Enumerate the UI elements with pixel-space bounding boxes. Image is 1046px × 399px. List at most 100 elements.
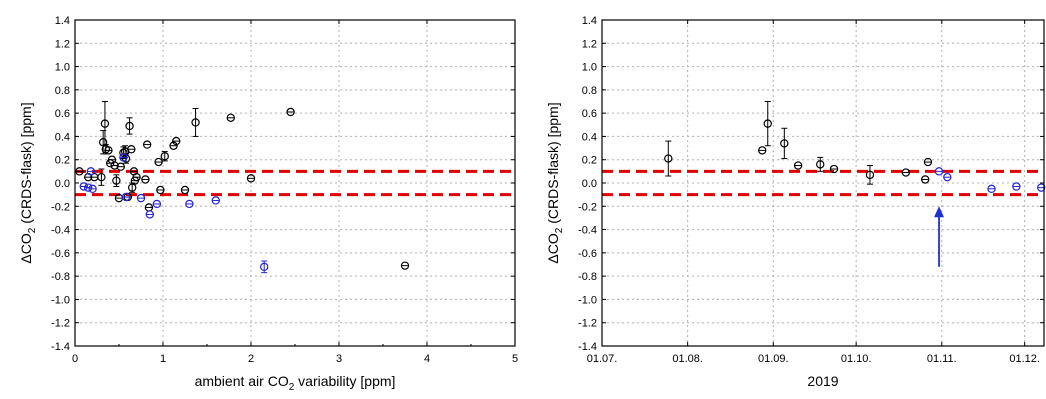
left-ytick-label: 0.4 bbox=[55, 131, 70, 143]
right-point-series-0 bbox=[664, 154, 673, 163]
right-point-series-0 bbox=[829, 164, 839, 174]
left-point-series-1 bbox=[119, 153, 128, 162]
right-ytick-label: 0.2 bbox=[582, 155, 597, 167]
left-point-series-0 bbox=[180, 185, 190, 195]
right-ytick-label: 0.8 bbox=[582, 85, 597, 97]
right-xtick-label: 01.08. bbox=[672, 353, 703, 365]
left-plot-frame bbox=[74, 19, 516, 347]
right-point-series-0 bbox=[923, 157, 933, 167]
left-ytick-label: 0.2 bbox=[55, 155, 70, 167]
left-point-series-0 bbox=[246, 174, 256, 183]
left-point-series-0 bbox=[112, 176, 121, 185]
left-xtick-label: 1 bbox=[160, 353, 166, 365]
left-point-series-0 bbox=[116, 162, 125, 171]
left-point-series-0 bbox=[110, 161, 119, 170]
right-point-series-0 bbox=[763, 119, 772, 128]
right-xtick-label: 01.07. bbox=[587, 353, 618, 365]
right-xtick-label: 01.10. bbox=[841, 353, 872, 365]
right-point-series-0 bbox=[758, 146, 767, 155]
left-point-series-1 bbox=[185, 199, 194, 209]
left-x-axis-label: ambient air CO2 variability [ppm] bbox=[195, 373, 396, 393]
right-point-series-0 bbox=[793, 161, 803, 170]
left-point-series-0 bbox=[171, 136, 181, 146]
left-xtick-label: 5 bbox=[512, 353, 518, 365]
right-ytick-label: -0.8 bbox=[578, 271, 597, 283]
left-ytick-label: -0.4 bbox=[51, 225, 70, 237]
left-point-series-1 bbox=[152, 199, 162, 209]
right-point-series-0 bbox=[780, 139, 789, 148]
left-point-series-0 bbox=[141, 175, 150, 184]
left-point-series-1 bbox=[260, 262, 269, 272]
left-point-series-1 bbox=[136, 193, 146, 203]
right-ytick-label: -1.2 bbox=[578, 318, 597, 330]
right-x-axis-label: 2019 bbox=[807, 373, 838, 389]
right-ytick-label: -1.4 bbox=[578, 341, 597, 353]
left-point-series-0 bbox=[156, 185, 165, 195]
left-point-series-0 bbox=[154, 157, 163, 167]
left-point-series-1 bbox=[79, 182, 89, 191]
left-y-axis-label: ΔCO2 (CRDS-flask) [ppm] bbox=[18, 102, 38, 263]
left-point-series-0 bbox=[100, 119, 110, 128]
left-point-series-0 bbox=[400, 261, 410, 270]
right-xtick-label: 01.11. bbox=[927, 353, 957, 365]
left-point-series-0 bbox=[142, 140, 152, 149]
left-ytick-label: -1.0 bbox=[51, 294, 70, 306]
right-point-series-0 bbox=[921, 175, 930, 184]
left-ytick-label: 0.8 bbox=[55, 85, 70, 97]
left-xtick-label: 4 bbox=[424, 353, 430, 365]
right-ytick-label: 0.4 bbox=[582, 131, 597, 143]
left-point-series-0 bbox=[127, 183, 137, 192]
right-point-series-0 bbox=[816, 160, 825, 169]
left-point-series-0 bbox=[160, 152, 169, 161]
right-ytick-label: -0.6 bbox=[578, 248, 597, 260]
right-ytick-label: 0.0 bbox=[582, 178, 597, 190]
left-point-series-1 bbox=[88, 184, 97, 194]
left-point-series-0 bbox=[97, 172, 106, 182]
right-ytick-label: 1.2 bbox=[582, 38, 597, 50]
left-point-series-0 bbox=[191, 118, 200, 127]
left-point-series-1 bbox=[145, 210, 154, 219]
left-point-series-0 bbox=[127, 145, 136, 154]
left-point-series-1 bbox=[121, 192, 131, 202]
left-ytick-label: 1.0 bbox=[55, 62, 70, 74]
left-point-series-0 bbox=[125, 121, 134, 131]
right-point-series-0 bbox=[901, 168, 911, 177]
left-point-series-0 bbox=[132, 172, 141, 182]
left-xtick-label: 0 bbox=[72, 353, 78, 365]
left-point-series-1 bbox=[86, 167, 96, 176]
right-point-series-1 bbox=[1012, 182, 1021, 191]
right-xtick-label: 01.09. bbox=[758, 353, 789, 365]
left-ytick-label: 0.6 bbox=[55, 108, 70, 120]
left-point-series-0 bbox=[286, 107, 295, 117]
left-ytick-label: 1.4 bbox=[55, 15, 70, 27]
right-point-series-0 bbox=[865, 170, 875, 180]
left-point-series-0 bbox=[169, 141, 178, 150]
right-point-series-1 bbox=[1037, 183, 1046, 192]
right-ytick-label: 1.0 bbox=[582, 62, 597, 74]
right-plot-frame bbox=[601, 19, 1045, 347]
right-ytick-label: 0.6 bbox=[582, 108, 597, 120]
right-y-axis-label: ΔCO2 (CRDS-flask) [ppm] bbox=[545, 102, 565, 263]
right-xtick-label: 01.12. bbox=[1009, 353, 1040, 365]
right-point-series-1 bbox=[987, 184, 996, 194]
left-ytick-label: 1.2 bbox=[55, 38, 70, 50]
right-arrow-head bbox=[934, 206, 945, 218]
left-point-series-1 bbox=[211, 196, 220, 205]
right-point-series-1 bbox=[943, 172, 952, 182]
left-xtick-label: 3 bbox=[336, 353, 342, 365]
left-xtick-label: 2 bbox=[248, 353, 254, 365]
right-ytick-label: -0.4 bbox=[578, 225, 597, 237]
left-point-series-0 bbox=[104, 146, 113, 155]
left-ytick-label: -1.4 bbox=[51, 341, 70, 353]
left-ytick-label: -0.2 bbox=[51, 201, 70, 213]
left-point-series-0 bbox=[75, 167, 84, 176]
left-ytick-label: -1.2 bbox=[51, 318, 70, 330]
right-ytick-label: 1.4 bbox=[582, 15, 597, 27]
left-ytick-label: -0.6 bbox=[51, 248, 70, 260]
left-ytick-label: 0.0 bbox=[55, 178, 70, 190]
right-point-series-1 bbox=[934, 167, 944, 176]
right-ytick-label: -1.0 bbox=[578, 294, 597, 306]
